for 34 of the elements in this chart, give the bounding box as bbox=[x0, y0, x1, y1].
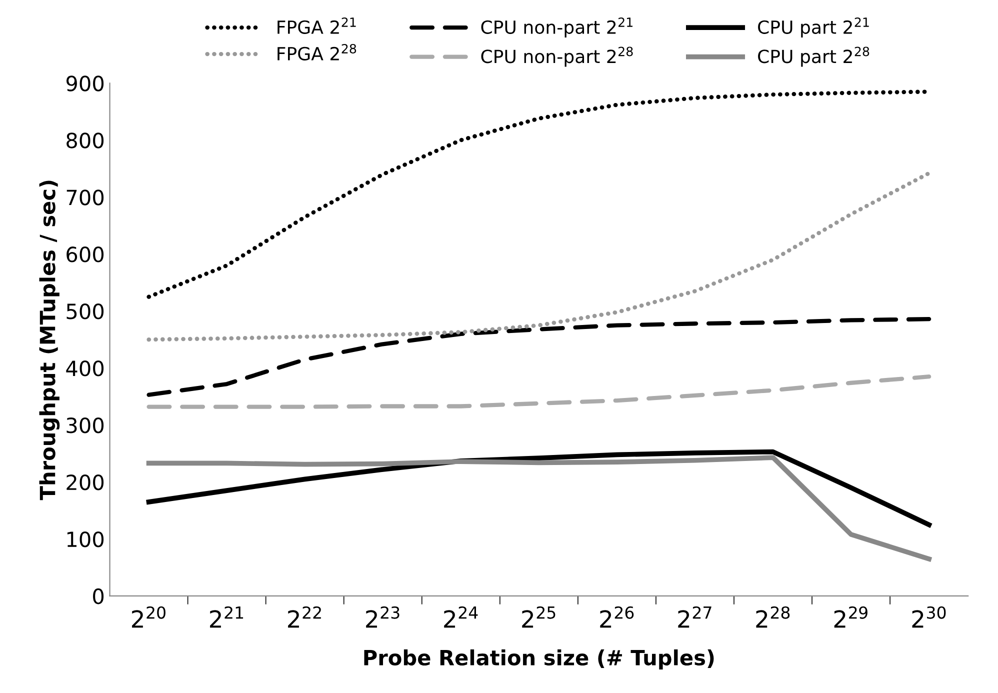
y-tick-label: 900 bbox=[66, 76, 104, 92]
x-tick-label: 2$^{30}$ bbox=[912, 606, 946, 628]
x-tick-label: 2$^{28}$ bbox=[756, 606, 790, 628]
legend-label: FPGA 2$^{21}$ bbox=[278, 17, 356, 34]
line-series bbox=[146, 455, 932, 562]
legend-label: FPGA 2$^{28}$ bbox=[278, 44, 356, 60]
y-axis-title: Throughput (MTuples / sec) bbox=[39, 180, 60, 500]
x-tick-label: 2$^{21}$ bbox=[210, 606, 244, 628]
y-tick-label: 400 bbox=[66, 360, 104, 376]
legend-label: CPU non-part 2$^{28}$ bbox=[481, 46, 633, 67]
line-series bbox=[146, 316, 932, 397]
y-tick-label: 300 bbox=[66, 417, 104, 434]
x-tick-label: 2$^{22}$ bbox=[288, 606, 321, 628]
line-series bbox=[146, 171, 932, 342]
legend-label: CPU part 2$^{28}$ bbox=[758, 46, 870, 67]
y-tick-label: 500 bbox=[66, 304, 104, 320]
x-tick-label: 2$^{24}$ bbox=[444, 606, 478, 628]
line-series bbox=[146, 449, 932, 528]
x-tick-label: 2$^{25}$ bbox=[522, 606, 556, 628]
x-tick-label: 2$^{29}$ bbox=[834, 606, 868, 628]
y-tick-label: 200 bbox=[66, 474, 104, 490]
y-tick-label: 800 bbox=[66, 132, 104, 148]
y-tick-label: 0 bbox=[93, 588, 104, 604]
x-axis-title: Probe Relation size (# Tuples) bbox=[364, 649, 714, 670]
y-tick-label: 600 bbox=[66, 246, 104, 262]
legend-label: CPU non-part 2$^{21}$ bbox=[481, 17, 632, 38]
y-tick-label: 700 bbox=[66, 190, 104, 206]
x-tick-label: 2$^{26}$ bbox=[600, 606, 634, 628]
x-tick-label: 2$^{20}$ bbox=[132, 606, 166, 628]
x-tick-label: 2$^{27}$ bbox=[678, 606, 712, 628]
y-tick-label: 100 bbox=[67, 531, 104, 548]
line-series bbox=[146, 374, 932, 409]
legend-label: CPU part 2$^{21}$ bbox=[758, 17, 869, 38]
x-tick-label: 2$^{23}$ bbox=[366, 606, 400, 628]
